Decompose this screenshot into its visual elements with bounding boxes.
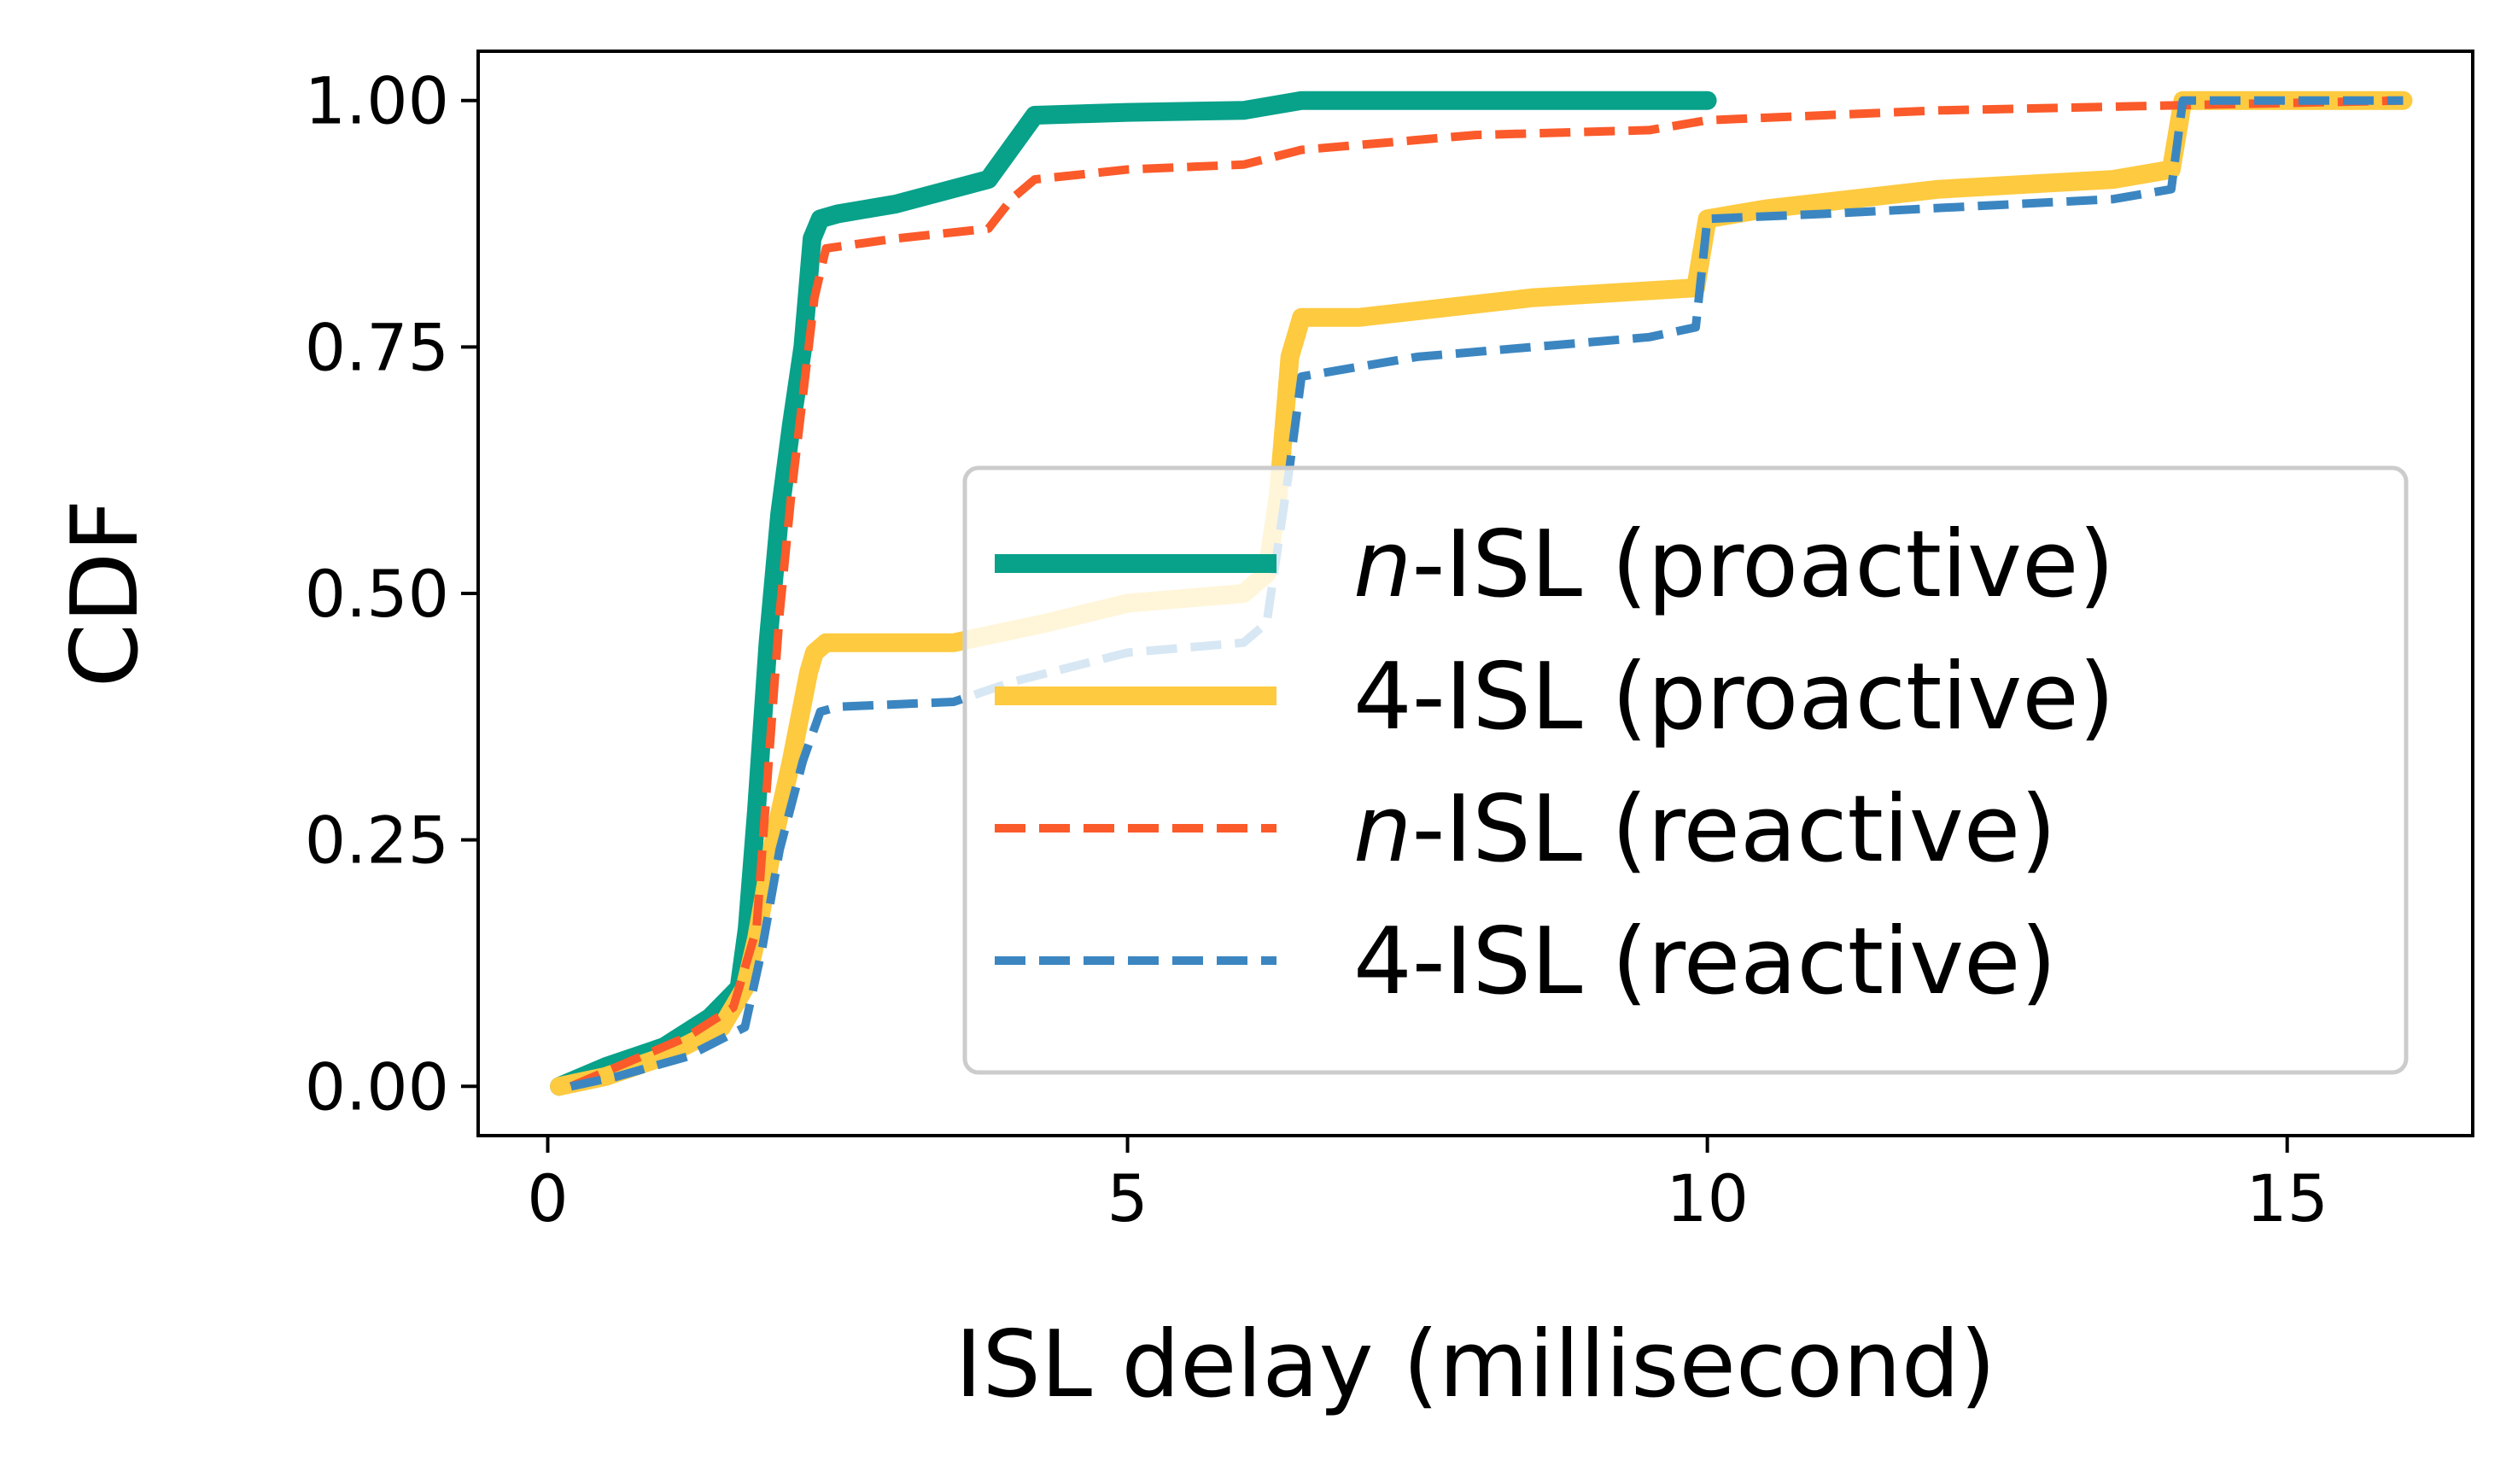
y-tick-label: 0.00 [305,1049,449,1125]
legend-label-4: 4-ISL (reactive) [1353,909,2057,1015]
legend: n-ISL (proactive) 4-ISL (proactive) n-ISL … [962,465,2409,1075]
x-tick-label: 5 [1107,1160,1148,1236]
series-line-3 [569,96,2404,1090]
legend-label-2: 4-ISL (proactive) [1353,644,2115,751]
legend-label-1: n-ISL (proactive) [1353,511,2115,618]
series-line-1 [550,91,1717,1096]
x-tick-label: 0 [527,1160,568,1236]
x-axis-label: ISL delay (millisecond) [955,1312,1995,1418]
y-tick-label: 0.50 [305,556,449,632]
y-tick-label: 0.25 [305,803,449,879]
x-tick-label: 10 [1666,1160,1749,1236]
x-axis: 0 5 10 15 [527,1136,2328,1236]
y-tick-label: 0.75 [305,309,449,385]
y-axis-label: CDF [52,500,159,688]
legend-box [962,465,2409,1075]
y-axis: 0.00 0.25 0.50 0.75 1.00 [305,63,478,1125]
legend-entries: n-ISL (proactive) 4-ISL (proactive) n-ISL … [995,511,2115,1015]
legend-label-3: n-ISL (reactive) [1353,776,2056,883]
y-tick-label: 1.00 [305,63,449,139]
x-tick-label: 15 [2246,1160,2328,1236]
